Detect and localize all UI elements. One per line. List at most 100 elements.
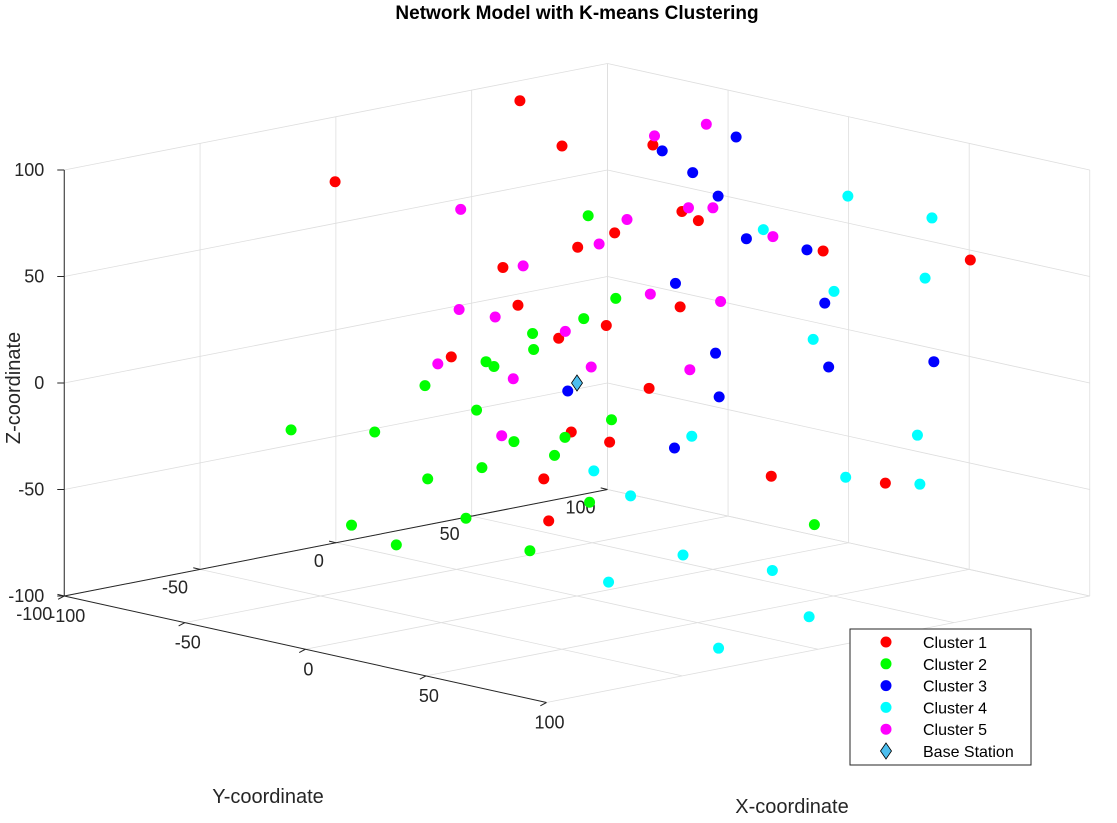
cluster-5-point bbox=[644, 288, 656, 300]
cluster-1-point bbox=[674, 301, 686, 313]
cluster-2-point bbox=[471, 404, 483, 416]
y-tick-mark bbox=[600, 487, 608, 490]
cluster-1-point bbox=[643, 382, 655, 394]
cluster-4-point bbox=[588, 465, 600, 477]
legend-entry-label: Cluster 1 bbox=[923, 635, 987, 652]
legend-entry-label: Base Station bbox=[923, 744, 1014, 761]
cluster-4-point bbox=[842, 190, 854, 202]
legend-cluster-1-marker bbox=[880, 636, 892, 648]
cluster-4-point bbox=[713, 642, 725, 654]
x-tick-mark bbox=[57, 595, 65, 600]
cluster-1-point bbox=[817, 245, 829, 257]
y-tick-label: 0 bbox=[314, 551, 324, 571]
cluster-5-point bbox=[715, 296, 727, 308]
cluster-1-point bbox=[497, 261, 509, 273]
z-tick-label: 100 bbox=[14, 160, 44, 180]
cluster-1-point bbox=[604, 436, 616, 448]
cluster-2-point bbox=[419, 380, 431, 392]
legend-cluster-2-marker bbox=[880, 658, 892, 670]
cluster-5-point bbox=[648, 130, 660, 142]
cluster-3-point bbox=[819, 297, 831, 309]
z-tick-label: -50 bbox=[18, 480, 44, 500]
cluster-1-point bbox=[543, 515, 555, 527]
cluster-5-point bbox=[767, 231, 779, 243]
legend-entry-label: Cluster 2 bbox=[923, 657, 987, 674]
cluster-1-point bbox=[329, 176, 341, 188]
z-tick-label: 0 bbox=[34, 373, 44, 393]
legend-base-station-marker bbox=[880, 742, 892, 760]
cluster-3-point bbox=[801, 244, 813, 256]
cluster-5-point bbox=[489, 311, 501, 323]
x-tick-mark bbox=[540, 702, 547, 707]
back-wall-gridline-z bbox=[607, 169, 1090, 277]
floor-gridline-y bbox=[335, 542, 819, 650]
cluster-4-point bbox=[757, 224, 769, 236]
cluster-1-point bbox=[514, 95, 526, 107]
x-tick-mark bbox=[298, 648, 306, 653]
cluster-2-point bbox=[584, 496, 596, 508]
legend: Cluster 1 Cluster 2 Cluster 3 Cluster 4 Clus… bbox=[849, 628, 1032, 766]
cluster-5-point bbox=[684, 364, 696, 376]
x-tick-label: -50 bbox=[175, 633, 201, 653]
cluster-1-point bbox=[445, 351, 457, 363]
legend-entry-label: Cluster 4 bbox=[923, 700, 987, 717]
cluster-2-point bbox=[808, 519, 820, 531]
legend-entry-label: Cluster 3 bbox=[923, 679, 987, 696]
cluster-5-point bbox=[585, 361, 597, 373]
back-wall-gridline-z bbox=[607, 489, 1090, 597]
back-wall-gridline-z bbox=[607, 63, 1090, 171]
cluster-2-point bbox=[488, 360, 500, 372]
cluster-5-point bbox=[455, 203, 467, 215]
floor-gridline-y bbox=[471, 515, 955, 624]
cluster-5-point bbox=[621, 214, 633, 226]
y-tick-label: 50 bbox=[440, 524, 460, 544]
cluster-2-point bbox=[559, 431, 571, 443]
cluster-5-point bbox=[700, 118, 712, 130]
cluster-2-point bbox=[480, 356, 492, 368]
cluster-5-point bbox=[432, 358, 444, 370]
cluster-3-point bbox=[687, 167, 699, 179]
cluster-4-point bbox=[603, 576, 615, 588]
x-tick-label: 0 bbox=[303, 659, 313, 679]
y-tick-label: -100 bbox=[16, 604, 52, 624]
y-tick-label: -50 bbox=[162, 577, 188, 597]
base-station-marker bbox=[571, 374, 583, 392]
cluster-1-point bbox=[692, 215, 704, 227]
cluster-4-point bbox=[677, 549, 689, 561]
floor-gridline-y bbox=[199, 568, 683, 677]
z-tick-label: -100 bbox=[8, 586, 44, 606]
cluster-4-point bbox=[625, 490, 637, 502]
cluster-1-point bbox=[553, 332, 565, 344]
cluster-3-point bbox=[668, 442, 680, 454]
data-points bbox=[285, 95, 976, 654]
x-tick-label: 50 bbox=[419, 686, 439, 706]
cluster-1-point bbox=[879, 477, 891, 489]
x-tick-label: 100 bbox=[534, 713, 564, 733]
cluster-2-point bbox=[422, 473, 434, 485]
cluster-1-point bbox=[600, 319, 612, 331]
x-axis-label: X-coordinate bbox=[735, 796, 848, 818]
cluster-4-point bbox=[828, 285, 840, 297]
y-tick-mark bbox=[328, 540, 336, 544]
y-axis-label: Y-coordinate bbox=[212, 786, 324, 808]
cluster-4-point bbox=[919, 272, 931, 284]
cluster-4-point bbox=[686, 430, 698, 442]
cluster-2-point bbox=[346, 519, 358, 531]
cluster-1-point bbox=[647, 139, 659, 151]
cluster-1-point bbox=[538, 473, 550, 485]
cluster-5-point bbox=[517, 260, 529, 272]
cluster-2-point bbox=[508, 436, 520, 448]
z-tick-label: 50 bbox=[24, 267, 44, 287]
cluster-2-point bbox=[528, 343, 540, 355]
axes-layer bbox=[57, 169, 608, 707]
cluster-1-point bbox=[512, 299, 524, 311]
left-wall-gridline-z bbox=[64, 63, 608, 171]
cluster-4-point bbox=[914, 478, 926, 490]
left-wall-gridline-z bbox=[64, 276, 608, 384]
x-tick-mark bbox=[178, 622, 186, 627]
cluster-4-point bbox=[766, 564, 778, 576]
cluster-2-point bbox=[549, 449, 561, 461]
cluster-4-point bbox=[911, 429, 923, 441]
cluster-5-point bbox=[559, 325, 571, 337]
